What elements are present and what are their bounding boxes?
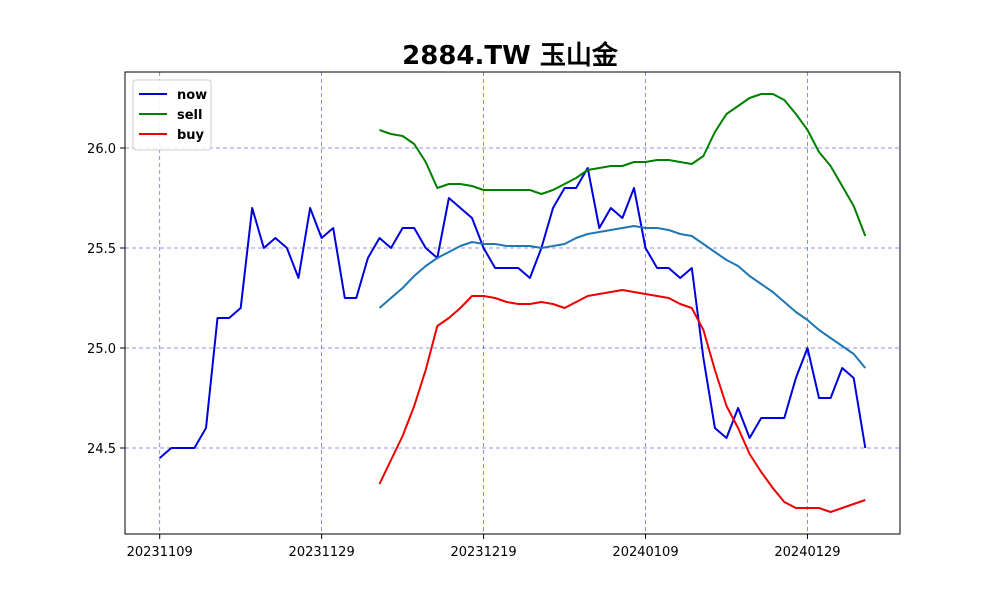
x-tick-label: 20231109 (127, 545, 193, 560)
legend-label-sell: sell (177, 108, 202, 123)
average-series-line (378, 225, 867, 369)
sell-series-line (379, 93, 867, 237)
legend: now sell buy (132, 79, 212, 151)
chart-title: 2884.TW 玉山金 (402, 40, 619, 71)
now-series-line (159, 167, 867, 459)
legend-box (132, 79, 212, 151)
plot-frame (124, 71, 901, 535)
buy-series-line (378, 289, 866, 513)
x-tick-label: 20240109 (612, 545, 678, 560)
y-tick-label: 26.0 (87, 142, 116, 157)
y-tick-label: 25.5 (87, 242, 116, 257)
grid (125, 72, 900, 534)
legend-label-now: now (177, 88, 207, 103)
series-lines (159, 93, 867, 513)
x-tick-label: 20231219 (450, 545, 516, 560)
axis-ticks: 20231109 20231129 20231219 20240109 20240129… (87, 142, 841, 560)
y-tick-label: 25.0 (87, 342, 116, 357)
x-tick-label: 20240129 (774, 545, 840, 560)
legend-label-buy: buy (177, 128, 205, 143)
y-tick-label: 24.5 (87, 442, 116, 457)
x-tick-label: 20231129 (289, 545, 355, 560)
